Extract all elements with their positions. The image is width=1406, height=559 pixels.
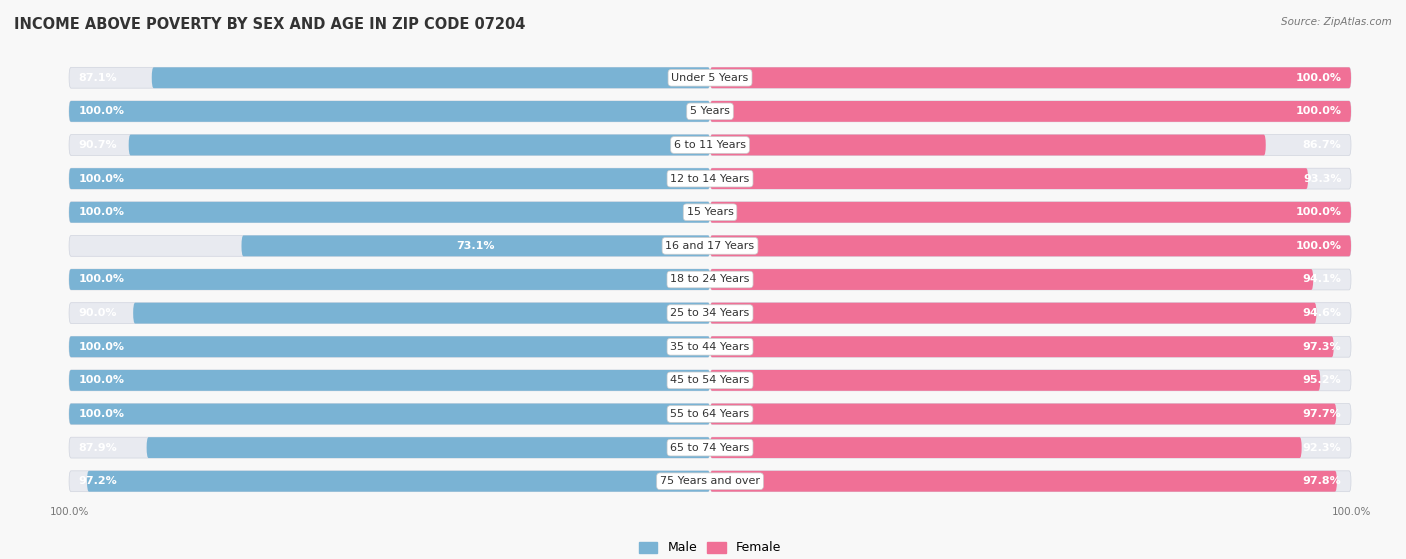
Legend: Male, Female: Male, Female — [634, 537, 786, 559]
FancyBboxPatch shape — [69, 404, 710, 424]
FancyBboxPatch shape — [710, 303, 1316, 324]
Text: 92.3%: 92.3% — [1303, 443, 1341, 453]
Text: 100.0%: 100.0% — [1295, 241, 1341, 251]
FancyBboxPatch shape — [710, 437, 1302, 458]
FancyBboxPatch shape — [146, 437, 710, 458]
Text: 90.7%: 90.7% — [79, 140, 117, 150]
FancyBboxPatch shape — [710, 67, 1351, 88]
FancyBboxPatch shape — [69, 370, 710, 391]
FancyBboxPatch shape — [69, 235, 710, 256]
Text: 100.0%: 100.0% — [79, 207, 125, 217]
Text: 97.2%: 97.2% — [79, 476, 118, 486]
FancyBboxPatch shape — [710, 67, 1351, 88]
Text: 65 to 74 Years: 65 to 74 Years — [671, 443, 749, 453]
Text: 73.1%: 73.1% — [457, 241, 495, 251]
FancyBboxPatch shape — [710, 168, 1308, 189]
FancyBboxPatch shape — [710, 101, 1351, 122]
FancyBboxPatch shape — [710, 269, 1313, 290]
Text: 18 to 24 Years: 18 to 24 Years — [671, 274, 749, 285]
Text: Under 5 Years: Under 5 Years — [672, 73, 748, 83]
FancyBboxPatch shape — [710, 303, 1351, 324]
FancyBboxPatch shape — [710, 370, 1320, 391]
Text: 100.0%: 100.0% — [79, 376, 125, 385]
FancyBboxPatch shape — [710, 135, 1265, 155]
Text: 86.7%: 86.7% — [1302, 140, 1341, 150]
FancyBboxPatch shape — [69, 471, 710, 492]
FancyBboxPatch shape — [69, 370, 710, 391]
FancyBboxPatch shape — [69, 67, 710, 88]
FancyBboxPatch shape — [710, 135, 1351, 155]
FancyBboxPatch shape — [710, 404, 1351, 424]
FancyBboxPatch shape — [710, 168, 1351, 189]
FancyBboxPatch shape — [69, 202, 710, 222]
FancyBboxPatch shape — [69, 437, 710, 458]
FancyBboxPatch shape — [710, 202, 1351, 222]
FancyBboxPatch shape — [710, 471, 1337, 492]
Text: 100.0%: 100.0% — [79, 106, 125, 116]
Text: 87.9%: 87.9% — [79, 443, 118, 453]
Text: 100.0%: 100.0% — [79, 342, 125, 352]
Text: 100.0%: 100.0% — [1295, 207, 1341, 217]
Text: 95.2%: 95.2% — [1303, 376, 1341, 385]
Text: 100.0%: 100.0% — [1295, 106, 1341, 116]
Text: 45 to 54 Years: 45 to 54 Years — [671, 376, 749, 385]
FancyBboxPatch shape — [710, 101, 1351, 122]
FancyBboxPatch shape — [134, 303, 710, 324]
FancyBboxPatch shape — [129, 135, 710, 155]
FancyBboxPatch shape — [710, 337, 1334, 357]
Text: 93.3%: 93.3% — [1303, 174, 1341, 183]
Text: 12 to 14 Years: 12 to 14 Years — [671, 174, 749, 183]
FancyBboxPatch shape — [69, 101, 710, 122]
FancyBboxPatch shape — [69, 337, 710, 357]
Text: 100.0%: 100.0% — [79, 174, 125, 183]
FancyBboxPatch shape — [152, 67, 710, 88]
Text: Source: ZipAtlas.com: Source: ZipAtlas.com — [1281, 17, 1392, 27]
Text: INCOME ABOVE POVERTY BY SEX AND AGE IN ZIP CODE 07204: INCOME ABOVE POVERTY BY SEX AND AGE IN Z… — [14, 17, 526, 32]
FancyBboxPatch shape — [69, 337, 710, 357]
FancyBboxPatch shape — [710, 437, 1351, 458]
Text: 25 to 34 Years: 25 to 34 Years — [671, 308, 749, 318]
FancyBboxPatch shape — [710, 370, 1351, 391]
FancyBboxPatch shape — [69, 168, 710, 189]
Text: 97.7%: 97.7% — [1302, 409, 1341, 419]
Text: 87.1%: 87.1% — [79, 73, 117, 83]
Text: 75 Years and over: 75 Years and over — [659, 476, 761, 486]
FancyBboxPatch shape — [69, 202, 710, 222]
FancyBboxPatch shape — [710, 235, 1351, 256]
FancyBboxPatch shape — [87, 471, 710, 492]
Text: 97.3%: 97.3% — [1303, 342, 1341, 352]
FancyBboxPatch shape — [69, 404, 710, 424]
FancyBboxPatch shape — [69, 135, 710, 155]
FancyBboxPatch shape — [69, 101, 710, 122]
FancyBboxPatch shape — [69, 303, 710, 324]
FancyBboxPatch shape — [710, 337, 1351, 357]
Text: 100.0%: 100.0% — [79, 274, 125, 285]
Text: 35 to 44 Years: 35 to 44 Years — [671, 342, 749, 352]
FancyBboxPatch shape — [69, 168, 710, 189]
FancyBboxPatch shape — [710, 235, 1351, 256]
Text: 100.0%: 100.0% — [79, 409, 125, 419]
FancyBboxPatch shape — [710, 202, 1351, 222]
Text: 16 and 17 Years: 16 and 17 Years — [665, 241, 755, 251]
Text: 55 to 64 Years: 55 to 64 Years — [671, 409, 749, 419]
Text: 15 Years: 15 Years — [686, 207, 734, 217]
Text: 97.8%: 97.8% — [1302, 476, 1341, 486]
Text: 6 to 11 Years: 6 to 11 Years — [673, 140, 747, 150]
Text: 94.6%: 94.6% — [1302, 308, 1341, 318]
FancyBboxPatch shape — [710, 471, 1351, 492]
FancyBboxPatch shape — [69, 269, 710, 290]
Text: 94.1%: 94.1% — [1302, 274, 1341, 285]
Text: 100.0%: 100.0% — [1295, 73, 1341, 83]
FancyBboxPatch shape — [710, 404, 1336, 424]
FancyBboxPatch shape — [710, 269, 1351, 290]
Text: 5 Years: 5 Years — [690, 106, 730, 116]
FancyBboxPatch shape — [242, 235, 710, 256]
Text: 90.0%: 90.0% — [79, 308, 117, 318]
FancyBboxPatch shape — [69, 269, 710, 290]
